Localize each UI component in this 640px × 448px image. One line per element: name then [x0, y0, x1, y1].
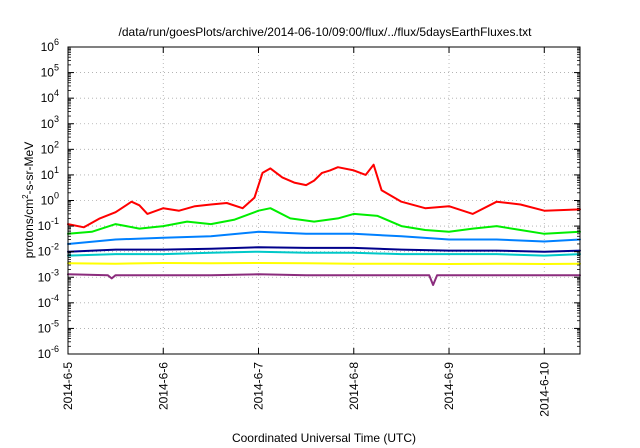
- y-tick-label: 104: [41, 88, 59, 105]
- series-line-2: [67, 207, 581, 235]
- y-tick-label-base: 10: [41, 142, 55, 156]
- x-axis-label: Coordinated Universal Time (UTC): [232, 431, 416, 445]
- y-tick-label-base: 10: [41, 117, 55, 131]
- x-tick-label: 2014-6-8: [347, 362, 361, 410]
- y-axis-label-main: protons/cm: [22, 199, 36, 258]
- y-axis-label-rest: -s-sr-MeV: [22, 142, 36, 195]
- y-tick-label: 105: [41, 63, 59, 80]
- y-tick-label-base: 10: [38, 296, 52, 310]
- y-tick-label-exponent: 3: [54, 114, 59, 124]
- y-tick-label-base: 10: [38, 321, 52, 335]
- y-tick-label-base: 10: [38, 219, 52, 233]
- y-tick-label-base: 10: [38, 347, 52, 361]
- y-tick-label-base: 10: [41, 194, 55, 208]
- series-line-6: [67, 262, 581, 265]
- y-tick-label-base: 10: [41, 91, 55, 105]
- y-tick-label: 10-5: [38, 318, 59, 335]
- x-tick-label: 2014-6-5: [61, 362, 75, 410]
- x-axis-ticks: 2014-6-5 2014-6-6 2014-6-7 2014-6-8 2014-6-9…: [61, 47, 551, 417]
- y-tick-label-base: 10: [41, 168, 55, 182]
- x-tick-label: 2014-6-7: [252, 362, 266, 410]
- y-tick-label-exponent: -1: [51, 216, 59, 226]
- y-tick-label-exponent: -5: [51, 318, 59, 328]
- y-tick-label-exponent: 0: [54, 191, 59, 201]
- x-tick-label: 2014-6-9: [442, 362, 456, 410]
- y-tick-label-exponent: -4: [51, 293, 59, 303]
- y-tick-label: 106: [41, 37, 59, 54]
- y-tick-label-exponent: -3: [51, 267, 59, 277]
- y-tick-label-base: 10: [41, 40, 55, 54]
- y-tick-label: 10-6: [38, 344, 59, 361]
- series-line-4: [67, 246, 581, 253]
- series-lines: [67, 163, 581, 286]
- x-tick-label: 2014-6-10: [537, 362, 551, 417]
- y-tick-label-base: 10: [38, 270, 52, 284]
- y-axis-label: protons/cm2-s-sr-MeV: [21, 142, 36, 258]
- y-tick-label-exponent: 2: [54, 139, 59, 149]
- y-tick-label: 10-3: [38, 267, 59, 284]
- x-tick-label: 2014-6-6: [156, 362, 170, 410]
- y-tick-label: 10-4: [38, 293, 59, 310]
- y-tick-label: 101: [41, 165, 59, 182]
- chart-title: /data/run/goesPlots/archive/2014-06-10/0…: [119, 25, 533, 39]
- series-line-5: [67, 250, 581, 257]
- series-line-1: [67, 163, 581, 229]
- y-tick-label-base: 10: [38, 245, 52, 259]
- y-tick-label-exponent: 5: [54, 63, 59, 73]
- y-axis-label-sup: 2: [21, 194, 30, 199]
- y-tick-label-exponent: -6: [51, 344, 59, 354]
- grid: [68, 47, 580, 354]
- y-tick-label: 102: [41, 139, 59, 156]
- y-tick-label-exponent: 1: [54, 165, 59, 175]
- series-line-7: [67, 273, 581, 286]
- y-tick-label: 100: [41, 191, 59, 208]
- y-tick-label: 103: [41, 114, 59, 131]
- y-tick-label: 10-1: [38, 216, 59, 233]
- y-tick-label-exponent: 6: [54, 37, 59, 47]
- y-tick-label-base: 10: [41, 66, 55, 80]
- y-tick-label-exponent: 4: [54, 88, 59, 98]
- series-line-3: [67, 230, 581, 245]
- y-tick-label-exponent: -2: [51, 242, 59, 252]
- y-axis-ticks: 10-610-510-410-310-210-11001011021031041…: [38, 37, 580, 361]
- y-tick-label: 10-2: [38, 242, 59, 259]
